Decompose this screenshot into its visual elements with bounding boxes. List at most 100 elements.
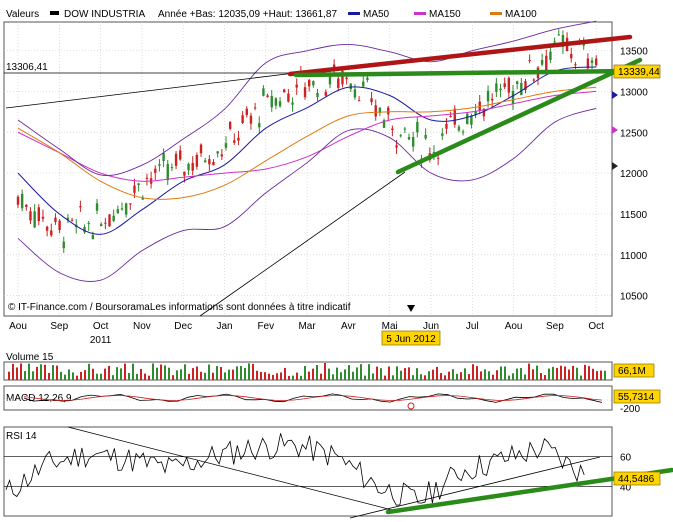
y-tick-label: 12500 [620, 128, 648, 139]
volume-bar [540, 373, 542, 380]
rsi-last-value: 44,5486 [618, 474, 655, 485]
candle-body [70, 219, 74, 221]
volume-bar [104, 368, 106, 380]
candle-body [349, 83, 352, 90]
volume-bar [536, 365, 538, 380]
candle-body [407, 137, 411, 140]
volume-bar [272, 374, 274, 380]
candle-body [366, 77, 369, 81]
candle-body [499, 88, 502, 91]
volume-bar [468, 374, 470, 380]
rsi-tick-label: 40 [620, 482, 632, 493]
candle-body [137, 183, 140, 186]
volume-bar [336, 367, 338, 380]
volume-last-value: 66,1M [618, 366, 646, 377]
volume-bar [572, 365, 574, 380]
candle-body [528, 60, 531, 62]
y-tick-label: 10500 [620, 292, 648, 303]
volume-bar [248, 363, 250, 380]
volume-bar [72, 372, 74, 380]
volume-bar [108, 365, 110, 380]
volume-bar [552, 366, 554, 380]
candle-body [95, 203, 99, 211]
candle-body [258, 123, 261, 128]
candle-body [403, 128, 407, 130]
volume-bar [240, 366, 242, 380]
volume-bar [332, 374, 334, 380]
volume-bar [324, 363, 326, 380]
candle-body [253, 107, 257, 109]
candle-body [328, 75, 332, 85]
candle-body [461, 131, 465, 133]
x-tick-label: Sep [50, 321, 68, 332]
candle-body [449, 115, 452, 118]
date-marker-label: 5 Jun 2012 [386, 334, 436, 345]
volume-bar [308, 371, 310, 380]
volume-bar [520, 368, 522, 380]
volume-bar [40, 364, 42, 380]
legend-ma50-swatch [348, 12, 360, 15]
date-marker-icon [407, 305, 415, 312]
volume-bar [460, 372, 462, 380]
volume-bar [208, 364, 210, 380]
candle-body [166, 164, 169, 181]
volume-bar [8, 371, 10, 380]
y-tick-label: 11000 [620, 251, 648, 262]
volume-bar [92, 368, 94, 380]
volume-bar [200, 371, 202, 380]
x-tick-label: Mai [382, 321, 398, 332]
volume-bar [60, 371, 62, 380]
candle-body [524, 81, 527, 91]
volume-bar [164, 365, 166, 380]
volume-bar [588, 366, 590, 380]
candle-body [116, 209, 120, 214]
macd-last-value: 55,7314 [618, 392, 655, 403]
volume-bar [12, 363, 14, 380]
volume-bar [68, 369, 70, 380]
candle-body [532, 79, 536, 81]
volume-bar [256, 370, 258, 380]
x-tick-label: Dec [174, 321, 192, 332]
candle-body [216, 151, 219, 154]
candle-body [378, 107, 382, 113]
macd-marker-icon [407, 402, 415, 410]
year-label: 2011 [90, 335, 112, 346]
volume-bar [88, 363, 90, 380]
volume-bar [576, 367, 578, 380]
volume-bar [148, 375, 150, 380]
volume-bar [424, 375, 426, 380]
volume-bar [432, 369, 434, 380]
candle-body [520, 82, 523, 96]
volume-bar [516, 368, 518, 380]
candle-body [540, 60, 544, 65]
candle-body [124, 203, 128, 215]
volume-bar [484, 369, 486, 380]
volume-bar [372, 373, 374, 380]
candle-body [191, 162, 194, 171]
volume-bar [144, 373, 146, 380]
candle-body [262, 88, 265, 96]
rising-support-trendline [395, 57, 643, 175]
volume-bar [504, 366, 506, 380]
rsi-tick-label: 60 [620, 453, 632, 464]
volume-bar [304, 365, 306, 380]
candle-body [287, 93, 290, 102]
rsi-line [5, 433, 585, 506]
candle-body [237, 137, 240, 141]
legend-ma150: MA150 [429, 9, 461, 20]
marker-icon [612, 162, 618, 170]
candle-body [387, 107, 390, 115]
volume-bar [156, 367, 158, 380]
volume-bar [592, 368, 594, 380]
candle-body [511, 90, 515, 105]
level-label: 13306,41 [6, 62, 48, 73]
volume-bar [292, 375, 294, 380]
volume-bar [448, 371, 450, 380]
volume-bar [84, 370, 86, 380]
volume-bar [436, 366, 438, 380]
candle-body [399, 135, 402, 137]
candle-body [586, 58, 590, 69]
volume-bar [500, 366, 502, 380]
volume-bar [404, 368, 406, 380]
legend-ma100-swatch [490, 12, 502, 15]
